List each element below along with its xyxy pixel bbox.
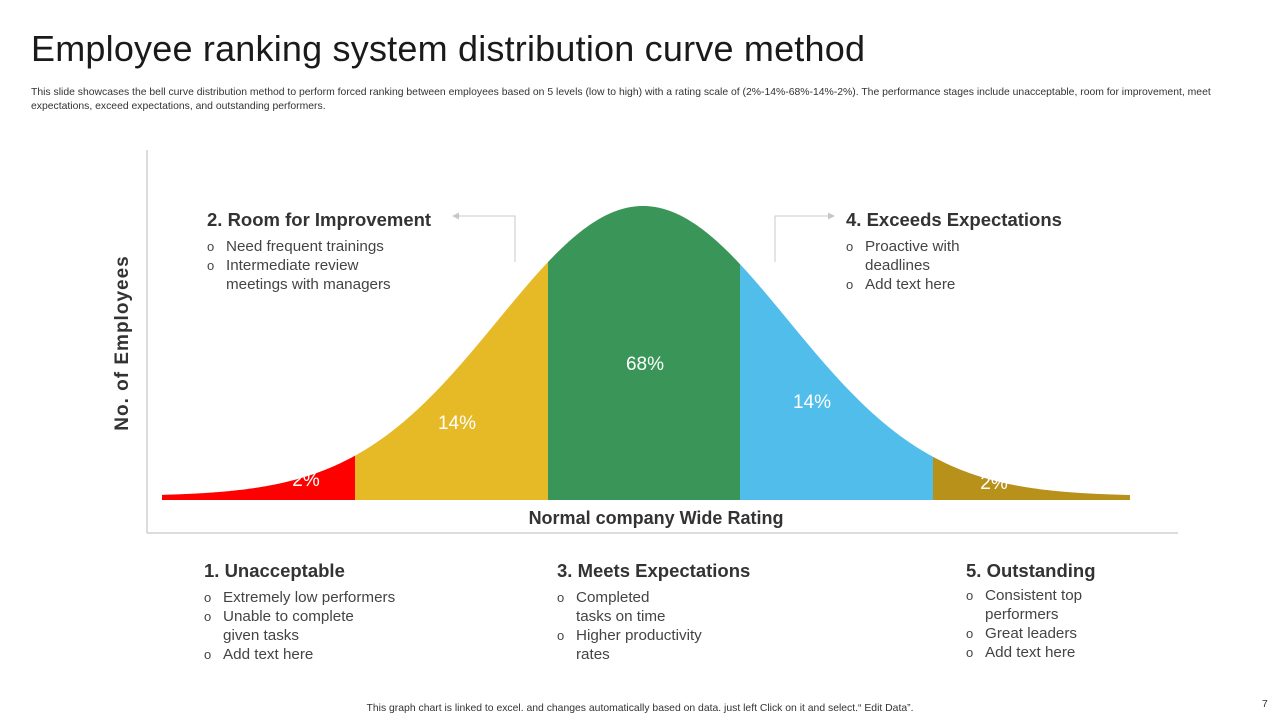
x-axis-label: Normal company Wide Rating xyxy=(528,508,784,528)
curve-segment-5 xyxy=(933,456,1130,500)
curve-segment-2 xyxy=(355,262,548,500)
callout-unacceptable: 1. Unacceptable Extremely low performers… xyxy=(204,560,434,664)
list-item: Completed tasks on time xyxy=(557,588,681,626)
callout-room-for-improvement: 2. Room for Improvement Need frequent tr… xyxy=(207,209,452,294)
footer-note: This graph chart is linked to excel. and… xyxy=(366,703,914,714)
list-item: Add text here xyxy=(204,645,434,664)
callout-heading: 3. Meets Expectations xyxy=(557,560,751,581)
list-item: Higher productivity rates xyxy=(557,626,711,664)
callout-list: Consistent top performers Great leaders … xyxy=(966,586,1166,662)
curve-segment-1 xyxy=(162,455,355,500)
curve-segment-4 xyxy=(740,264,933,500)
list-item: Need frequent trainings xyxy=(207,237,452,256)
list-item: Proactive with deadlines xyxy=(846,237,980,275)
callout-2-connector-arrow xyxy=(458,215,516,262)
segment-value-labels: 2% 14% 68% 14% 2% xyxy=(292,354,1008,494)
callout-heading: 2. Room for Improvement xyxy=(207,209,432,230)
segment-value-label-5: 2% xyxy=(980,473,1008,494)
callout-meets-expectations: 3. Meets Expectations Completed tasks on… xyxy=(557,560,787,664)
segment-value-label-2: 14% xyxy=(438,413,476,434)
curve-segments xyxy=(162,206,1130,500)
segment-value-label-1: 2% xyxy=(292,470,320,491)
list-item: Extremely low performers xyxy=(204,588,434,607)
callout-list: Need frequent trainings Intermediate rev… xyxy=(207,237,452,294)
curve-segment-3 xyxy=(548,206,740,500)
callout-4-connector-arrow xyxy=(774,215,829,262)
segment-value-label-4: 14% xyxy=(793,392,831,413)
page-subtitle: This slide showcases the bell curve dist… xyxy=(31,87,1211,112)
callout-exceeds-expectations: 4. Exceeds Expectations Proactive with d… xyxy=(846,209,1086,294)
list-item: Add text here xyxy=(966,643,1166,662)
list-item: Add text here xyxy=(846,275,1086,294)
y-axis-label: No. of Employees xyxy=(112,255,133,431)
list-item: Intermediate review meetings with manage… xyxy=(207,256,406,294)
page-number: 7 xyxy=(1262,699,1268,710)
callout-heading: 1. Unacceptable xyxy=(204,560,345,581)
callout-4-arrowhead-icon xyxy=(828,212,835,220)
callout-outstanding: 5. Outstanding Consistent top performers… xyxy=(966,560,1166,662)
callout-heading: 4. Exceeds Expectations xyxy=(846,209,1062,230)
callout-heading: 5. Outstanding xyxy=(966,560,1096,581)
segment-value-label-3: 68% xyxy=(626,354,664,375)
callout-list: Proactive with deadlines Add text here xyxy=(846,237,1086,294)
callout-2-arrowhead-icon xyxy=(452,212,459,220)
list-item: Great leaders xyxy=(966,624,1166,643)
page-title: Employee ranking system distribution cur… xyxy=(31,28,866,69)
callout-list: Extremely low performers Unable to compl… xyxy=(204,588,434,664)
list-item: Consistent top performers xyxy=(966,586,1103,624)
callout-list: Completed tasks on time Higher productiv… xyxy=(557,588,787,664)
list-item: Unable to complete given tasks xyxy=(204,607,388,645)
